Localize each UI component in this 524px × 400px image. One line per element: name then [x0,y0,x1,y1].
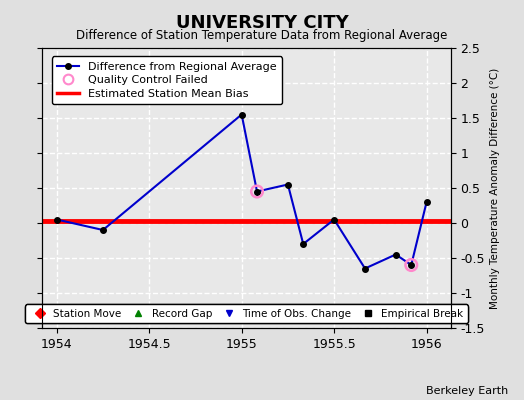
Point [253,188,261,195]
Text: Berkeley Earth: Berkeley Earth [426,386,508,396]
Text: Difference of Station Temperature Data from Regional Average: Difference of Station Temperature Data f… [77,29,447,42]
Legend: Station Move, Record Gap, Time of Obs. Change, Empirical Break: Station Move, Record Gap, Time of Obs. C… [25,304,467,323]
Point [407,262,416,268]
Y-axis label: Monthly Temperature Anomaly Difference (°C): Monthly Temperature Anomaly Difference (… [490,67,500,309]
Text: UNIVERSITY CITY: UNIVERSITY CITY [176,14,348,32]
